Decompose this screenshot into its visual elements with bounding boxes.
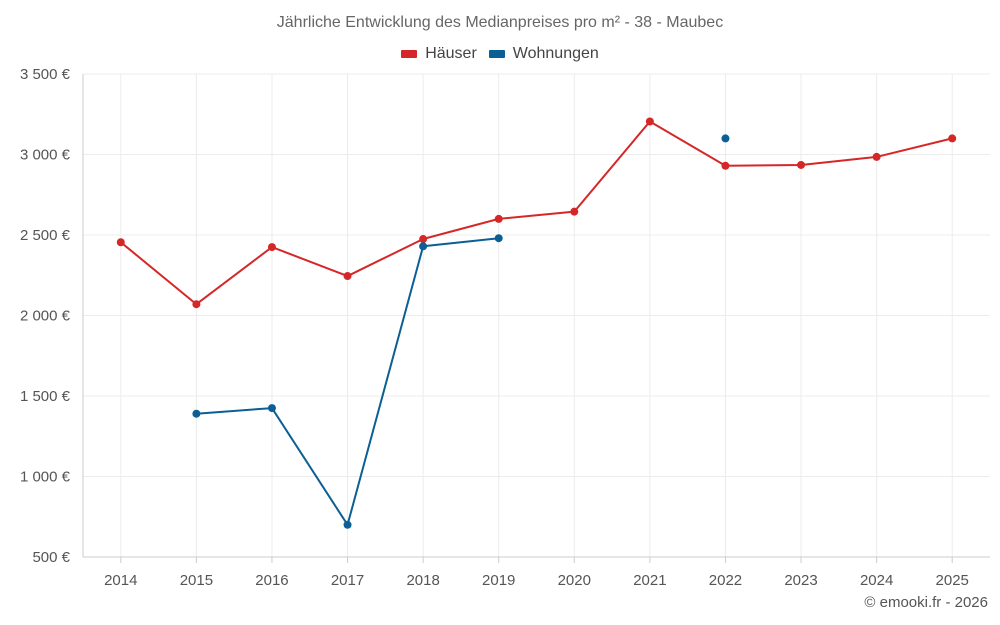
y-tick-label: 2 500 € <box>20 227 71 244</box>
legend-swatch-apartments <box>488 50 505 58</box>
credit-text: © emooki.fr - 2026 <box>864 594 988 611</box>
x-tick-label: 2018 <box>406 572 439 589</box>
x-tick-label: 2020 <box>558 572 591 589</box>
series-line-houses <box>120 120 953 306</box>
legend-label-houses: Häuser <box>425 45 477 62</box>
data-point-houses <box>721 161 730 170</box>
data-point-houses <box>192 300 201 309</box>
y-tick-label: 3 500 € <box>20 66 71 83</box>
y-tick-label: 500 € <box>32 549 70 566</box>
data-point-houses <box>419 235 428 244</box>
y-tick-label: 2 000 € <box>20 308 71 325</box>
data-point-apartments <box>721 134 730 143</box>
legend-item-apartments[interactable]: Wohnungen <box>488 45 599 63</box>
x-tick-label: 2017 <box>331 572 364 589</box>
data-point-houses <box>948 134 957 143</box>
data-point-houses <box>872 152 881 161</box>
x-tick-label: 2021 <box>633 572 666 589</box>
data-point-apartments <box>267 404 276 413</box>
data-point-houses <box>570 207 579 216</box>
x-tick-label: 2024 <box>860 572 893 589</box>
data-point-apartments <box>343 520 352 529</box>
data-point-houses <box>645 117 654 126</box>
data-point-houses <box>343 272 352 281</box>
legend-item-houses[interactable]: Häuser <box>401 45 477 63</box>
legend-swatch-houses <box>401 50 418 58</box>
data-point-houses <box>116 238 125 247</box>
y-tick-label: 3 000 € <box>20 147 71 164</box>
x-tick-label: 2014 <box>104 572 137 589</box>
x-tick-label: 2022 <box>709 572 742 589</box>
x-tick-label: 2025 <box>936 572 969 589</box>
data-point-houses <box>267 243 276 252</box>
data-point-apartments <box>494 234 503 243</box>
data-point-houses <box>797 160 806 169</box>
legend: Häuser Wohnungen <box>0 45 1000 63</box>
data-point-apartments <box>419 242 428 251</box>
chart-title: Jährliche Entwicklung des Medianpreises … <box>276 14 724 31</box>
x-tick-label: 2015 <box>180 572 213 589</box>
y-tick-label: 1 000 € <box>20 469 71 486</box>
legend-label-apartments: Wohnungen <box>512 45 599 62</box>
x-tick-label: 2023 <box>784 572 817 589</box>
x-tick-label: 2016 <box>255 572 288 589</box>
data-point-houses <box>494 214 503 223</box>
x-tick-label: 2019 <box>482 572 515 589</box>
y-tick-label: 1 500 € <box>20 388 71 405</box>
data-point-apartments <box>192 409 201 418</box>
